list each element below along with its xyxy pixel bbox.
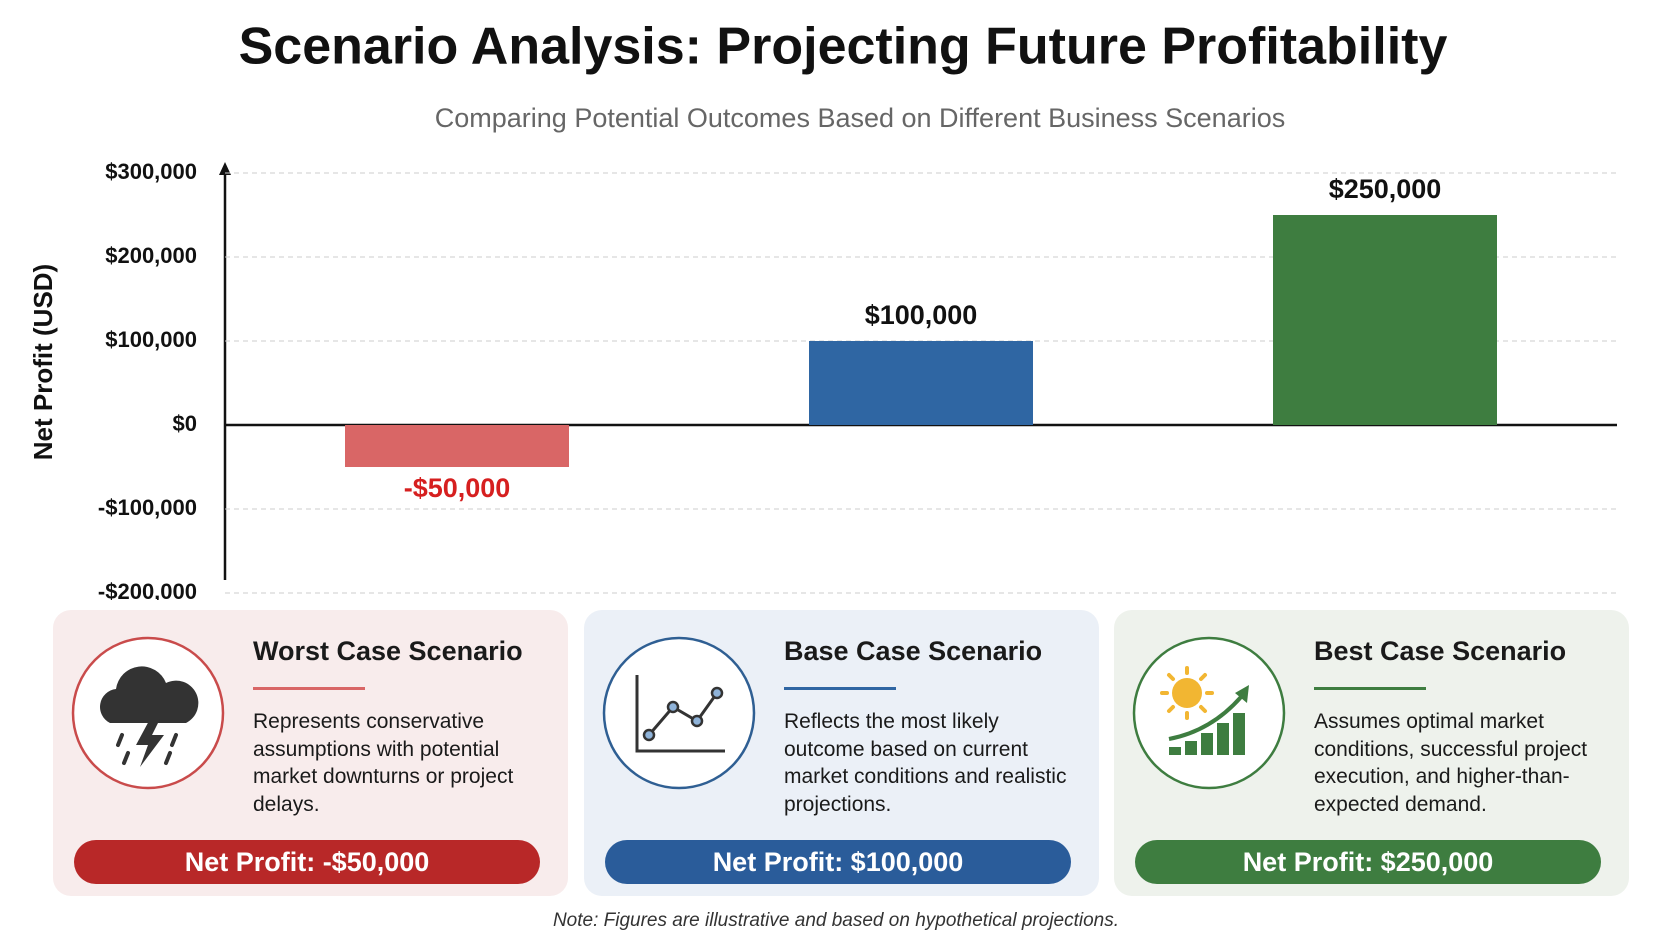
note: Note: Figures are illustrative and based… [552,910,1120,931]
icon [602,636,756,790]
chart-title: Scenario Analysis: Projecting Future Pro… [239,18,1448,76]
card-description: Represents conservative assumptions with… [253,710,514,816]
card-description: Reflects the most likely outcome based o… [784,710,1067,816]
net-profit-pill: Net Profit: $250,000 [1135,840,1601,884]
value-label: $100,000 [865,300,978,330]
card: Worst Case Scenario Represents conservat… [53,610,568,896]
y-tick-label: $300,000 [105,159,197,184]
underline [1314,687,1426,690]
net-profit-pill: Net Profit: $100,000 [605,840,1071,884]
underline [253,687,365,690]
y-tick-label: -$200,000 [98,579,197,600]
y-tick-label: $200,000 [105,243,197,268]
bar [1273,215,1497,425]
bar [809,341,1033,425]
y-tick-label: -$100,000 [98,495,197,520]
card-title: Base Case Scenario [784,636,1043,666]
y-tick-label: $0 [173,411,197,436]
card-title: Worst Case Scenario [253,636,523,666]
net-profit-pill: Net Profit: -$50,000 [74,840,540,884]
card-title: Best Case Scenario [1314,636,1567,666]
y-tick-label: $100,000 [105,327,197,352]
card-description: Assumes optimal market conditions, succe… [1314,710,1588,816]
icon [71,636,225,790]
chart: Scenario Analysis: Projecting Future Pro… [28,18,1617,600]
value-label: -$50,000 [404,473,511,503]
card: Base Case Scenario Reflects the most lik… [584,610,1099,896]
underline [784,687,896,690]
icon [1132,636,1286,790]
bar [345,425,569,467]
value-label: $250,000 [1329,174,1442,204]
card: Best Case Scenario Assumes optimal marke… [1114,610,1629,896]
y-axis-arrow [219,162,231,175]
chart-subtitle: Comparing Potential Outcomes Based on Di… [435,103,1285,133]
y-axis-label: Net Profit (USD) [28,264,58,460]
